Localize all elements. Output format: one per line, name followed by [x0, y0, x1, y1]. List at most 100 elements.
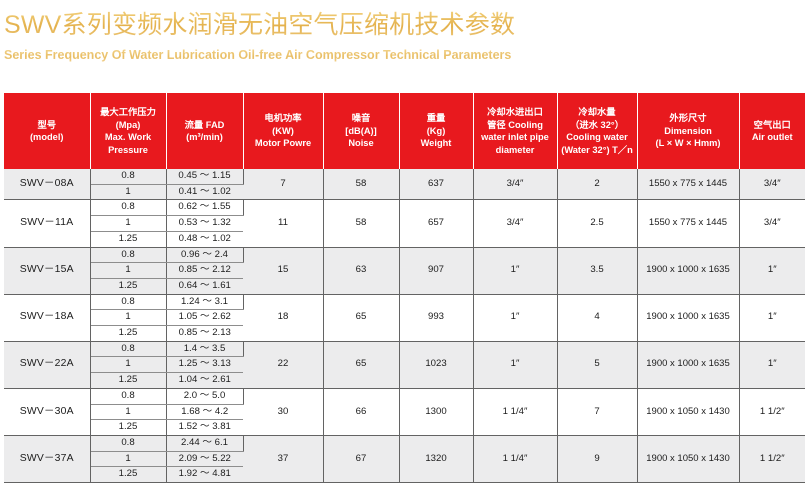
table-row: SWV－08A 0.8 0.45 ～ 1.15 7 58 637 3/4″ 2 1550 x 7… [4, 169, 805, 201]
table-row: 1.25 0.64 ～ 1.61 [4, 278, 805, 295]
cell-air-outlet: 1 1/2″ [739, 388, 805, 436]
cell-cooling-pipe: 1″ [473, 247, 558, 295]
specification-table: 型号 (model) 最大工作压力 (Mpa) Max. Work Pressure 流量… [4, 93, 805, 484]
cell-air-outlet: 3/4″ [739, 199, 805, 248]
cell-pressure: 1.25 [90, 466, 167, 484]
column-header-en: Cooling water (Water 32°) T／n [561, 132, 633, 155]
cell-air-outlet: 1″ [739, 294, 805, 342]
column-header-6: 冷却水进出口 管径 Cooling water inlet pipe diamete… [473, 93, 558, 169]
cell-weight: 993 [399, 294, 474, 342]
cell-pressure: 1 [90, 309, 167, 327]
column-header-en: (L × W × Hmm) [655, 138, 721, 149]
cell-noise: 63 [323, 247, 400, 295]
cell-pressure: 1 [90, 404, 167, 421]
cell-noise: 65 [323, 341, 400, 389]
cell-flow: 0.64 ～ 1.61 [166, 278, 243, 295]
cell-pressure: 1 [90, 451, 167, 468]
cell-pressure: 1.25 [90, 372, 167, 389]
column-header-zh: 外形尺寸 [669, 113, 707, 124]
table-body: SWV－08A 0.8 0.45 ～ 1.15 7 58 637 3/4″ 2 1550 x 7… [4, 169, 805, 484]
cell-pressure: 0.8 [90, 294, 167, 311]
cell-flow: 0.41 ～ 1.02 [166, 184, 243, 201]
cell-noise: 67 [323, 435, 400, 484]
cell-motor-power: 7 [243, 169, 324, 201]
cell-cooling-pipe: 1″ [473, 341, 558, 389]
cell-flow: 0.53 ～ 1.32 [166, 215, 243, 232]
column-header-8: 外形尺寸 Dimension (L × W × Hmm) [637, 93, 740, 169]
cell-pressure: 0.8 [90, 199, 167, 217]
column-header-5: 重量 (Kg) Weight [399, 93, 474, 169]
cell-model: SWV－18A [4, 294, 91, 342]
table-row: 1.25 1.92 ～ 4.81 [4, 466, 805, 484]
table-header: 型号 (model) 最大工作压力 (Mpa) Max. Work Pressure 流量… [4, 93, 805, 169]
cell-cooling-water: 2.5 [557, 199, 638, 248]
cell-dimension: 1900 x 1050 x 1430 [637, 388, 740, 436]
table-row: 1.25 0.48 ～ 1.02 [4, 231, 805, 248]
cell-pressure: 1 [90, 356, 167, 374]
cell-cooling-water: 5 [557, 341, 638, 389]
cell-pressure: 0.8 [90, 435, 167, 452]
table-row: 1 1.25 ～ 3.13 [4, 356, 805, 374]
cell-noise: 65 [323, 294, 400, 342]
column-header-zh: 重量 [426, 113, 446, 124]
column-header-en: Max. Work Pressure [104, 132, 152, 155]
cell-pressure: 1.25 [90, 278, 167, 295]
page-subtitle: Series Frequency Of Water Lubrication Oi… [4, 47, 809, 63]
table-row: 1 0.41 ～ 1.02 [4, 184, 805, 201]
column-header-en: water inlet pipe diameter [481, 132, 549, 155]
cell-flow: 0.85 ～ 2.13 [166, 325, 243, 342]
table-row: 1 1.05 ～ 2.62 [4, 309, 805, 327]
cell-weight: 657 [399, 199, 474, 248]
column-header-unit: (Mpa) [115, 119, 141, 130]
title-block: SWV系列变频水润滑无油空气压缩机技术参数 Series Frequency O… [0, 0, 809, 63]
cell-flow: 2.44 ～ 6.1 [166, 435, 244, 452]
table-row: 1.25 1.52 ～ 3.81 [4, 419, 805, 436]
cell-pressure: 1 [90, 262, 167, 279]
specification-table-container: 型号 (model) 最大工作压力 (Mpa) Max. Work Pressure 流量… [4, 93, 805, 484]
cell-flow: 1.52 ～ 3.81 [166, 419, 243, 436]
column-header-1: 最大工作压力 (Mpa) Max. Work Pressure [90, 93, 167, 169]
cell-flow: 2.09 ～ 5.22 [166, 451, 243, 468]
column-header-unit: (KW) [272, 125, 294, 136]
cell-cooling-water: 2 [557, 169, 638, 201]
cell-dimension: 1900 x 1000 x 1635 [637, 247, 740, 295]
cell-pressure: 1 [90, 184, 167, 201]
table-row: 1 1.68 ～ 4.2 [4, 404, 805, 421]
column-header-zh: 冷却水量 [578, 107, 616, 117]
cell-cooling-pipe: 3/4″ [473, 199, 558, 248]
column-header-3: 电机功率 (KW) Motor Powre [243, 93, 324, 169]
cell-dimension: 1550 x 775 x 1445 [637, 199, 740, 248]
cell-model: SWV－15A [4, 247, 91, 295]
cell-motor-power: 18 [243, 294, 324, 342]
cell-model: SWV－08A [4, 169, 91, 201]
cell-flow: 1.24 ～ 3.1 [166, 294, 244, 311]
cell-cooling-water: 4 [557, 294, 638, 342]
cell-noise: 66 [323, 388, 400, 436]
cell-weight: 637 [399, 169, 474, 201]
column-header-unit: [dB(A)] [345, 125, 377, 136]
cell-air-outlet: 1″ [739, 247, 805, 295]
table-row: SWV－37A 0.8 2.44 ～ 6.1 37 67 1320 1 1/4″ 9 1900 … [4, 435, 805, 484]
column-header-unit: (Kg) [426, 125, 446, 136]
cell-cooling-pipe: 1 1/4″ [473, 435, 558, 484]
table-row: SWV－30A 0.8 2.0 ～ 5.0 30 66 1300 1 1/4″ 7 1900 x… [4, 388, 805, 436]
column-header-unit: (m³/min) [186, 132, 223, 142]
column-header-zh: 流量 FAD [184, 119, 225, 130]
column-header-4: 噪音 [dB(A)] Noise [323, 93, 400, 169]
cell-weight: 1320 [399, 435, 474, 484]
cell-dimension: 1900 x 1000 x 1635 [637, 294, 740, 342]
cell-model: SWV－30A [4, 388, 91, 436]
column-header-zh: 电机功率 [264, 113, 302, 124]
cell-flow: 1.04 ～ 2.61 [166, 372, 243, 389]
column-header-zh: 噪音 [351, 113, 371, 124]
column-header-en: Noise [348, 138, 374, 149]
cell-cooling-pipe: 3/4″ [473, 169, 558, 201]
cell-cooling-water: 7 [557, 388, 638, 436]
cell-cooling-pipe: 1″ [473, 294, 558, 342]
cell-flow: 0.48 ～ 1.02 [166, 231, 243, 248]
cell-air-outlet: 3/4″ [739, 169, 805, 201]
cell-flow: 1.05 ～ 2.62 [166, 309, 243, 327]
column-header-en: (model) [29, 132, 64, 142]
table-header-row: 型号 (model) 最大工作压力 (Mpa) Max. Work Pressure 流量… [4, 93, 805, 169]
